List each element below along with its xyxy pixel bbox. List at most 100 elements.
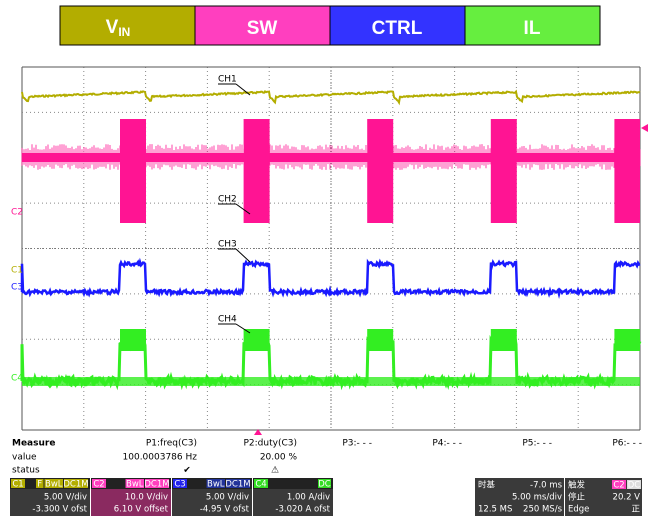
ch2-burst — [614, 119, 640, 223]
channel-tag-box — [44, 479, 63, 488]
legend: VIN SW CTRL IL — [59, 5, 601, 46]
ch3-trace — [20, 257, 641, 299]
channel-offset: 6.10 V offset — [114, 505, 169, 515]
trigger-pos — [254, 429, 262, 435]
param-name: P5:- - - — [522, 439, 552, 449]
channel-header — [253, 478, 333, 489]
channel-marker: C3 — [11, 283, 23, 293]
channel-id: C3 — [174, 480, 185, 490]
channel-offset: -3.020 A ofst — [275, 505, 330, 515]
channel-id-box — [92, 479, 106, 488]
channel-tag: F — [37, 480, 42, 490]
trace-label: CH1 — [218, 75, 237, 85]
channel-tag: DC1M — [63, 480, 88, 490]
param-status: ⚠ — [271, 466, 279, 476]
trigger-tag: C2 — [613, 481, 624, 491]
ch1-trace — [21, 89, 641, 106]
trace-label: CH4 — [218, 315, 237, 325]
channel-id-box — [173, 479, 187, 488]
ch4-high — [243, 329, 270, 351]
channel-tag-box — [145, 479, 169, 488]
trigger-level — [641, 124, 648, 132]
param-name: P3:- - - — [342, 439, 372, 449]
channel-tag-box — [318, 479, 331, 488]
timebase-srate: 250 MS/s — [523, 505, 563, 515]
trigger-level: 20.2 V — [613, 493, 641, 503]
timebase-box — [475, 478, 564, 516]
ch4-high — [490, 329, 517, 351]
timebase-samples: 12.5 MS — [478, 505, 512, 515]
timebase-rate: 5.00 ms/div — [512, 493, 562, 503]
measure-row-label: value — [12, 453, 37, 463]
param-status: ✔ — [183, 466, 191, 476]
channel-tag: DC — [318, 480, 331, 490]
legend-label-main: V — [106, 17, 119, 38]
legend-label: IL — [524, 18, 541, 39]
measure-panel: Measure value status P1:freq(C3) 100.0003786… — [12, 439, 642, 476]
channel-tag: BwL — [45, 480, 63, 490]
param-name: P2:duty(C3) — [244, 439, 298, 449]
ch4-low — [22, 377, 640, 386]
timebase-delay: -7.0 ms — [530, 481, 563, 491]
waveforms — [20, 89, 648, 435]
legend-box — [464, 5, 601, 46]
channel-scale: 10.0 V/div — [125, 493, 168, 503]
ch2-burst — [490, 119, 517, 223]
channel-id-box — [254, 479, 268, 488]
ch2-burst — [243, 119, 270, 223]
channel-tag-box — [125, 479, 144, 488]
timebase-label: 时基 — [478, 480, 496, 491]
channel-tag: BwL — [207, 480, 225, 490]
channel-id: C2 — [93, 480, 104, 490]
channel-tag-box — [226, 479, 250, 488]
trigger-tag: DC — [628, 481, 641, 491]
labels: CH1 CH2 CH3 CH4 C2 C1 C3 C4 — [11, 75, 251, 384]
measure-title: Measure — [12, 439, 55, 449]
leader-line — [235, 323, 251, 334]
channel-id: C4 — [255, 480, 266, 490]
channel-id-box — [11, 479, 25, 488]
channel-scale: 1.00 A/div — [287, 493, 330, 503]
channel-offset: -4.95 V ofst — [200, 505, 250, 515]
channel-marker: C1 — [11, 266, 23, 276]
trigger-type: Edge — [568, 505, 589, 515]
trace-label: CH3 — [218, 240, 237, 250]
channel-tag-box — [64, 479, 88, 488]
channel-id: C1 — [12, 480, 23, 490]
param-name: P6:- - - — [612, 439, 642, 449]
channel-tag-box — [206, 479, 225, 488]
trigger-slope: 正 — [631, 505, 640, 515]
channel-tag: DC1M — [144, 480, 169, 490]
param-name: P4:- - - — [432, 439, 462, 449]
param-name: P1:freq(C3) — [146, 439, 197, 449]
legend-label-sub: IN — [118, 25, 130, 39]
legend-label: CTRL — [372, 18, 423, 39]
legend-box — [194, 5, 331, 46]
channel-tag: DC1M — [225, 480, 250, 490]
trigger-label: 触发 — [568, 480, 586, 491]
channel-tag-box — [36, 479, 44, 488]
trigger-tag-box — [627, 480, 641, 489]
ch2-trace — [22, 153, 640, 162]
ch4-high — [367, 329, 394, 351]
leader-line — [235, 248, 251, 263]
channel-scale: 5.00 V/div — [206, 493, 249, 503]
trace-label: CH2 — [218, 195, 237, 205]
trigger-mode: 停止 — [568, 492, 586, 503]
trigger-tag-box — [612, 480, 626, 489]
ch4-high — [120, 329, 146, 351]
channel-marker: C2 — [11, 208, 23, 218]
legend-label: SW — [247, 18, 278, 39]
channel-scale: 5.00 V/div — [44, 493, 87, 503]
ch2-burst — [367, 119, 394, 223]
ch2-burst — [120, 119, 146, 223]
measure-row-label: status — [12, 466, 40, 476]
channel-tag: BwL — [126, 480, 144, 490]
legend-box — [329, 5, 466, 46]
leader-line — [235, 203, 251, 215]
channel-marker: C4 — [11, 374, 23, 384]
channel-offset: -3.300 V ofst — [32, 505, 87, 515]
